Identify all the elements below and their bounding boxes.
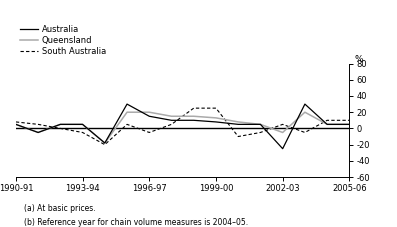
South Australia — [102, 143, 107, 146]
Text: %: % — [355, 54, 363, 64]
Queensland — [258, 123, 263, 126]
Queensland — [13, 123, 18, 126]
Australia — [303, 103, 307, 106]
Line: South Australia: South Australia — [16, 108, 349, 145]
South Australia — [169, 123, 174, 126]
Queensland — [347, 123, 352, 126]
Australia — [13, 123, 18, 126]
Queensland — [303, 111, 307, 114]
Line: Queensland: Queensland — [16, 112, 349, 143]
Australia — [80, 123, 85, 126]
Queensland — [102, 142, 107, 144]
Australia — [280, 147, 285, 150]
Australia — [125, 103, 129, 106]
Queensland — [280, 131, 285, 134]
Queensland — [169, 115, 174, 118]
Queensland — [214, 116, 218, 119]
Text: (a) At basic prices.: (a) At basic prices. — [24, 204, 95, 213]
South Australia — [58, 127, 63, 130]
Queensland — [325, 123, 330, 126]
Australia — [147, 115, 152, 118]
South Australia — [125, 123, 129, 126]
Australia — [102, 142, 107, 144]
South Australia — [325, 119, 330, 122]
South Australia — [191, 107, 196, 109]
Australia — [169, 119, 174, 122]
South Australia — [303, 131, 307, 134]
Australia — [191, 119, 196, 122]
Australia — [325, 123, 330, 126]
Line: Australia: Australia — [16, 104, 349, 149]
Queensland — [80, 123, 85, 126]
South Australia — [280, 123, 285, 126]
Queensland — [125, 111, 129, 114]
Queensland — [236, 121, 241, 123]
Text: (b) Reference year for chain volume measures is 2004–05.: (b) Reference year for chain volume meas… — [24, 218, 248, 227]
South Australia — [147, 131, 152, 134]
Legend: Australia, Queensland, South Australia: Australia, Queensland, South Australia — [20, 25, 106, 56]
Queensland — [36, 131, 40, 134]
Australia — [214, 121, 218, 123]
Australia — [258, 123, 263, 126]
Australia — [58, 123, 63, 126]
Australia — [347, 123, 352, 126]
Queensland — [58, 123, 63, 126]
South Australia — [347, 119, 352, 122]
Queensland — [191, 115, 196, 118]
South Australia — [80, 131, 85, 134]
Australia — [236, 123, 241, 126]
Australia — [36, 131, 40, 134]
South Australia — [236, 135, 241, 138]
Queensland — [147, 111, 152, 114]
South Australia — [214, 107, 218, 109]
South Australia — [36, 123, 40, 126]
South Australia — [258, 131, 263, 134]
South Australia — [13, 121, 18, 123]
